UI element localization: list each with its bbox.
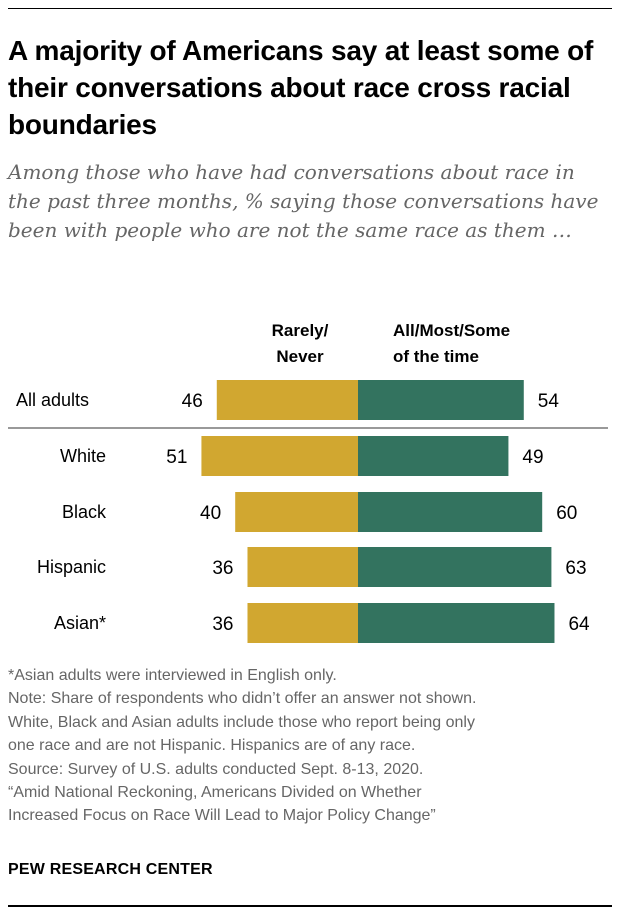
bar-rarely-never-asian bbox=[247, 603, 358, 643]
legend-label-right: of the time bbox=[393, 347, 479, 366]
brand-logo-text: PEW RESEARCH CENTER bbox=[8, 861, 213, 878]
value-label-rarely-never-all-adults: 46 bbox=[182, 391, 203, 412]
legend-label-left: Rarely/ bbox=[272, 321, 329, 340]
category-label-black: Black bbox=[62, 502, 107, 522]
legend-label-right: All/Most/Some bbox=[393, 321, 510, 340]
category-label-hispanic: Hispanic bbox=[37, 557, 106, 577]
legend-label-left: Never bbox=[276, 347, 324, 366]
bar-rarely-never-hispanic bbox=[247, 547, 358, 587]
footnote-note-2: White, Black and Asian adults include th… bbox=[8, 713, 475, 731]
value-label-rarely-never-white: 51 bbox=[166, 447, 187, 468]
footnote-report-1: “Amid National Reckoning, Americans Divi… bbox=[8, 784, 422, 802]
chart-subtitle: Among those who have had conversations a… bbox=[8, 160, 599, 242]
bar-all-most-some-all-adults bbox=[358, 380, 524, 420]
footnote-note-1: Note: Share of respondents who didn’t of… bbox=[8, 690, 477, 708]
value-label-all-most-some-black: 60 bbox=[556, 503, 577, 524]
bar-rarely-never-all-adults bbox=[216, 380, 358, 420]
bar-all-most-some-white bbox=[358, 436, 509, 476]
footnote-asian: *Asian adults were interviewed in Englis… bbox=[8, 667, 337, 684]
footnote-note-3: one race and are not Hispanic. Hispanics… bbox=[8, 737, 416, 755]
bottom-rule bbox=[8, 905, 612, 907]
category-label-white: White bbox=[60, 446, 106, 466]
footnote-report-2: Increased Focus on Race Will Lead to Maj… bbox=[8, 807, 436, 825]
value-label-all-most-some-white: 49 bbox=[522, 447, 543, 468]
bar-rarely-never-white bbox=[201, 436, 358, 476]
bar-all-most-some-black bbox=[358, 492, 543, 532]
chart-title: A majority of Americans say at least som… bbox=[8, 35, 594, 140]
value-label-all-most-some-hispanic: 63 bbox=[565, 558, 586, 579]
category-label-all-adults: All adults bbox=[16, 390, 89, 410]
bar-rarely-never-black bbox=[235, 492, 358, 532]
category-label-asian: Asian* bbox=[54, 613, 106, 633]
value-label-all-most-some-all-adults: 54 bbox=[538, 391, 560, 412]
footnote-source: Source: Survey of U.S. adults conducted … bbox=[8, 760, 424, 778]
value-label-rarely-never-asian: 36 bbox=[212, 614, 233, 635]
value-label-rarely-never-hispanic: 36 bbox=[212, 558, 233, 579]
bar-all-most-some-asian bbox=[358, 603, 555, 643]
top-rule bbox=[8, 8, 612, 9]
value-label-all-most-some-asian: 64 bbox=[568, 614, 590, 635]
chart-area: Rarely/Never All/Most/Some of the time All … bbox=[0, 310, 622, 660]
bar-all-most-some-hispanic bbox=[358, 547, 552, 587]
diverging-bar-chart: Rarely/Never All/Most/Some of the time All … bbox=[8, 321, 608, 643]
value-label-rarely-never-black: 40 bbox=[200, 503, 221, 524]
footnotes: *Asian adults were interviewed in Englis… bbox=[8, 664, 616, 828]
